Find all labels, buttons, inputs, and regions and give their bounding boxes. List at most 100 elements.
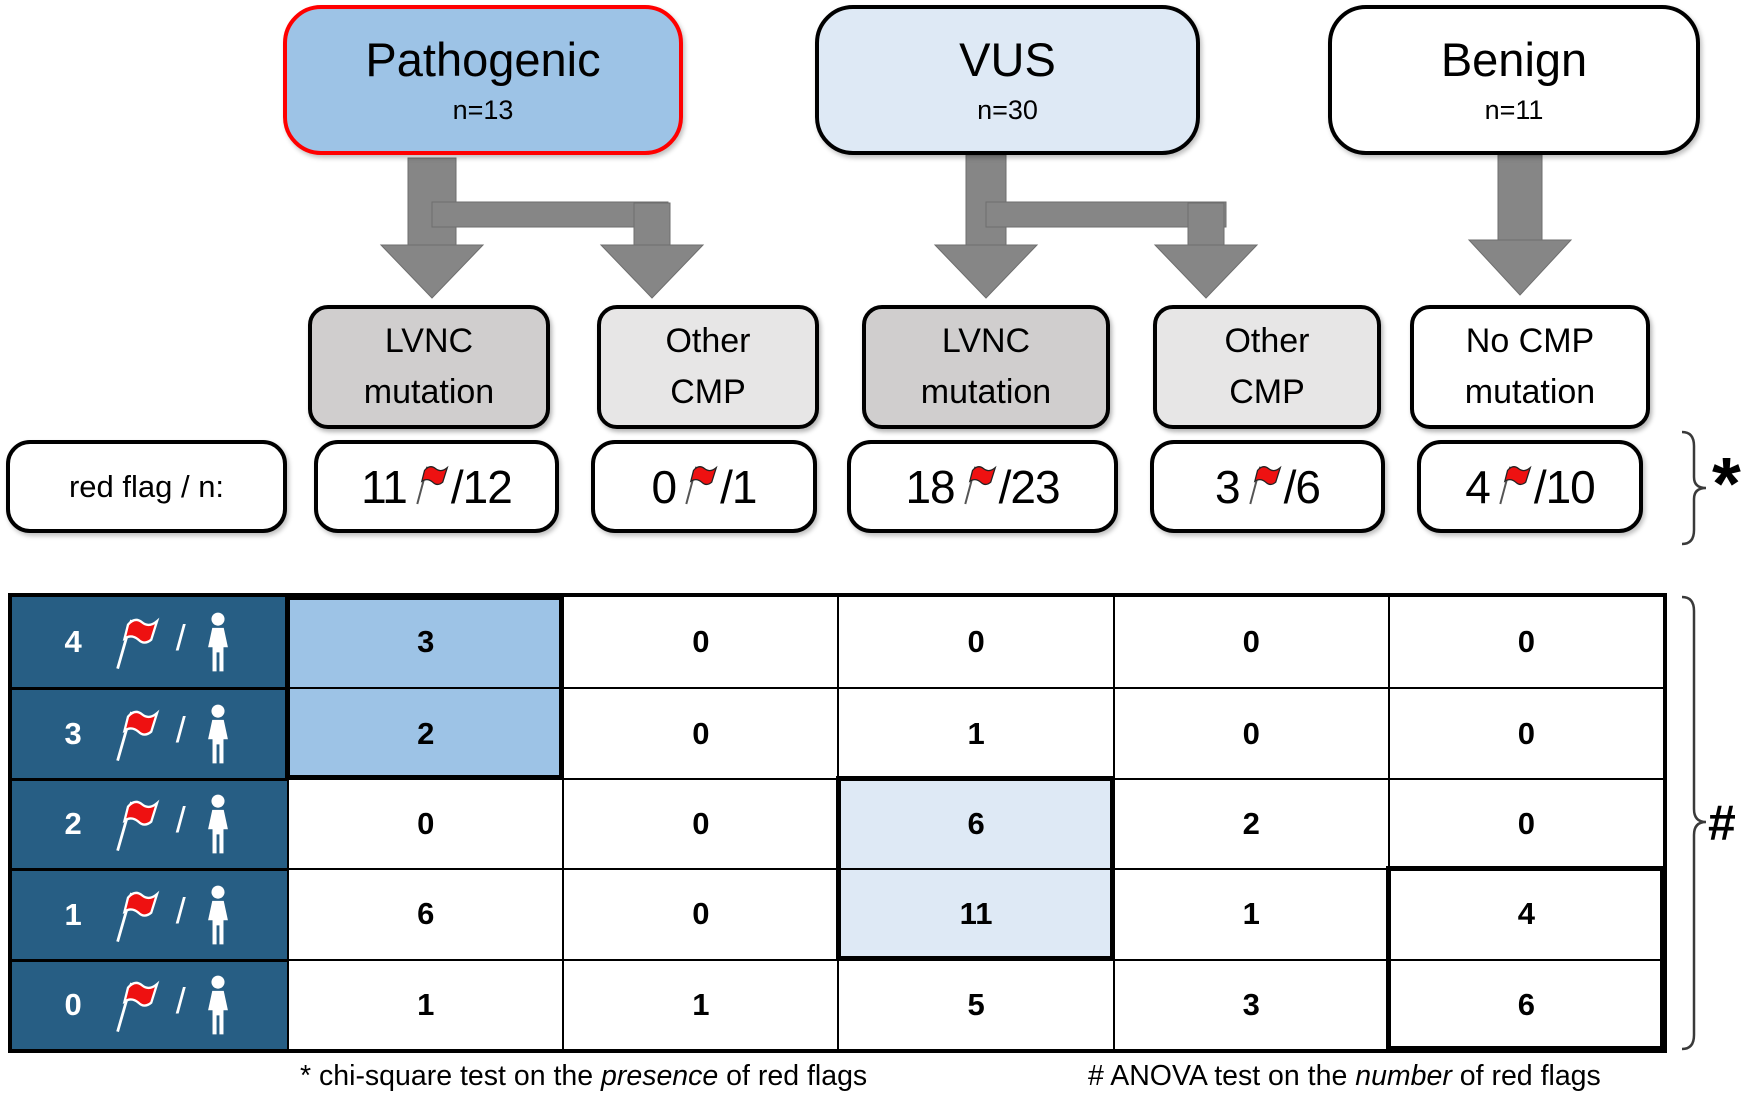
flag-count: 11 bbox=[361, 460, 408, 513]
anova-brace bbox=[1681, 595, 1707, 1051]
row-header-3-flags: 3 / bbox=[12, 687, 288, 778]
slash-separator: / bbox=[175, 799, 186, 841]
row-header-0-flags: 0 / bbox=[12, 958, 288, 1049]
row-header-2-flags: 2 / bbox=[12, 777, 288, 869]
person-icon bbox=[207, 795, 228, 854]
row-header-4-flags: 4 / bbox=[12, 597, 288, 688]
arrow-benign-to-nocmp bbox=[1467, 154, 1573, 296]
table-cell: 0 bbox=[562, 777, 838, 869]
footnote-text: * chi-square test on the bbox=[300, 1060, 602, 1092]
red-flag-icon bbox=[416, 465, 449, 504]
red-flag-distribution-table: 4 / 3 0 0 0 0 3 / 2 0 1 0 0 2 / 0 0 6 bbox=[8, 593, 1667, 1053]
person-icon bbox=[207, 612, 228, 672]
red-flag-count-pathogenic-other: 0 /1 bbox=[591, 440, 817, 533]
footnote-text: of red flags bbox=[718, 1060, 868, 1092]
table-cell: 2 bbox=[287, 687, 563, 778]
other-cmp-box-vus: Other CMP bbox=[1153, 305, 1381, 429]
row-flag-count: 2 bbox=[64, 806, 82, 842]
table-cell: 0 bbox=[562, 687, 838, 778]
red-flag-icon bbox=[1248, 465, 1282, 504]
chi-square-marker: * bbox=[1712, 442, 1741, 525]
flag-total: /23 bbox=[998, 460, 1061, 513]
benign-title: Benign bbox=[1440, 33, 1588, 86]
table-cell: 6 bbox=[287, 868, 563, 959]
vus-box: VUS n=30 bbox=[815, 5, 1200, 155]
row-flag-count: 1 bbox=[64, 896, 82, 932]
flag-count: 0 bbox=[651, 460, 678, 513]
anova-marker: # bbox=[1708, 795, 1736, 851]
red-flag-icon bbox=[115, 709, 160, 762]
footnote-italic: presence bbox=[601, 1060, 719, 1092]
flag-total: /1 bbox=[720, 460, 757, 513]
person-icon bbox=[207, 885, 228, 945]
table-cell: 0 bbox=[1387, 687, 1663, 778]
row-flag-count: 0 bbox=[64, 987, 82, 1023]
benign-box: Benign n=11 bbox=[1328, 5, 1700, 155]
row-flag-count: 4 bbox=[64, 624, 82, 660]
subbox-line2: CMP bbox=[670, 373, 746, 411]
subbox-line2: mutation bbox=[363, 373, 495, 411]
red-flag-icon bbox=[963, 465, 997, 504]
lvnc-mutation-box-pathogenic: LVNC mutation bbox=[308, 305, 550, 429]
red-flag-icon bbox=[685, 465, 718, 504]
red-flag-count-vus-lvnc: 18 /23 bbox=[847, 440, 1118, 533]
table-cell: 0 bbox=[1387, 777, 1663, 869]
subbox-line2: mutation bbox=[920, 373, 1052, 411]
pathogenic-title: Pathogenic bbox=[365, 33, 601, 86]
person-icon bbox=[207, 975, 228, 1035]
table-cell: 0 bbox=[1387, 597, 1663, 688]
other-cmp-box-pathogenic: Other CMP bbox=[597, 305, 819, 429]
table-cell: 0 bbox=[837, 597, 1113, 688]
table-cell: 2 bbox=[1112, 777, 1388, 869]
table-cell: 0 bbox=[1112, 597, 1388, 688]
pathogenic-box: Pathogenic n=13 bbox=[283, 5, 683, 155]
table-cell: 1 bbox=[287, 958, 563, 1049]
footnote-text: # ANOVA test on the bbox=[1088, 1060, 1356, 1092]
table-cell: 6 bbox=[1387, 958, 1663, 1049]
flag-total: /6 bbox=[1283, 460, 1321, 513]
footnote-italic: number bbox=[1355, 1060, 1452, 1092]
flag-total: /12 bbox=[450, 460, 513, 513]
anova-footnote: # ANOVA test on the number of red flags bbox=[1088, 1060, 1601, 1093]
table-cell: 0 bbox=[1112, 687, 1388, 778]
subbox-line1: No CMP bbox=[1465, 322, 1595, 360]
red-flag-count-benign: 4 /10 bbox=[1417, 440, 1643, 533]
lvnc-mutation-box-vus: LVNC mutation bbox=[862, 305, 1110, 429]
table-cell: 4 bbox=[1387, 868, 1663, 959]
red-flag-icon bbox=[115, 980, 160, 1033]
vus-title: VUS bbox=[959, 33, 1056, 86]
red-flag-icon bbox=[115, 800, 160, 852]
subbox-line2: CMP bbox=[1229, 373, 1305, 411]
table-cell: 5 bbox=[837, 958, 1113, 1049]
subbox-line1: Other bbox=[1224, 322, 1310, 360]
row-header-1-flag: 1 / bbox=[12, 868, 288, 959]
chi-square-footnote: * chi-square test on the presence of red… bbox=[300, 1060, 867, 1093]
red-flag-label-text: red flag / n: bbox=[68, 468, 225, 504]
table-cell: 0 bbox=[287, 777, 563, 869]
vus-count: n=30 bbox=[977, 95, 1038, 125]
pathogenic-count: n=13 bbox=[452, 95, 514, 125]
table-cell: 0 bbox=[562, 868, 838, 959]
no-cmp-mutation-box: No CMP mutation bbox=[1410, 305, 1650, 429]
table-cell: 11 bbox=[837, 868, 1113, 959]
arrow-vus-to-lvnc bbox=[933, 154, 1259, 299]
slash-separator: / bbox=[175, 617, 186, 659]
flag-count: 3 bbox=[1215, 460, 1241, 513]
table-cell: 0 bbox=[562, 597, 838, 688]
benign-count: n=11 bbox=[1484, 95, 1544, 125]
red-flag-icon bbox=[1499, 465, 1532, 504]
table-cell: 3 bbox=[1112, 958, 1388, 1049]
red-flag-icon bbox=[115, 890, 160, 942]
slash-separator: / bbox=[175, 709, 186, 751]
table-cell: 1 bbox=[1112, 868, 1388, 959]
flag-count: 4 bbox=[1465, 460, 1491, 513]
red-flag-icon bbox=[115, 617, 160, 670]
flag-total: /10 bbox=[1533, 460, 1596, 513]
subbox-line1: LVNC bbox=[384, 322, 474, 360]
slash-separator: / bbox=[175, 980, 186, 1022]
subbox-line2: mutation bbox=[1464, 373, 1596, 411]
subbox-line1: LVNC bbox=[941, 322, 1031, 360]
arrow-pathogenic-to-lvnc bbox=[379, 157, 705, 299]
